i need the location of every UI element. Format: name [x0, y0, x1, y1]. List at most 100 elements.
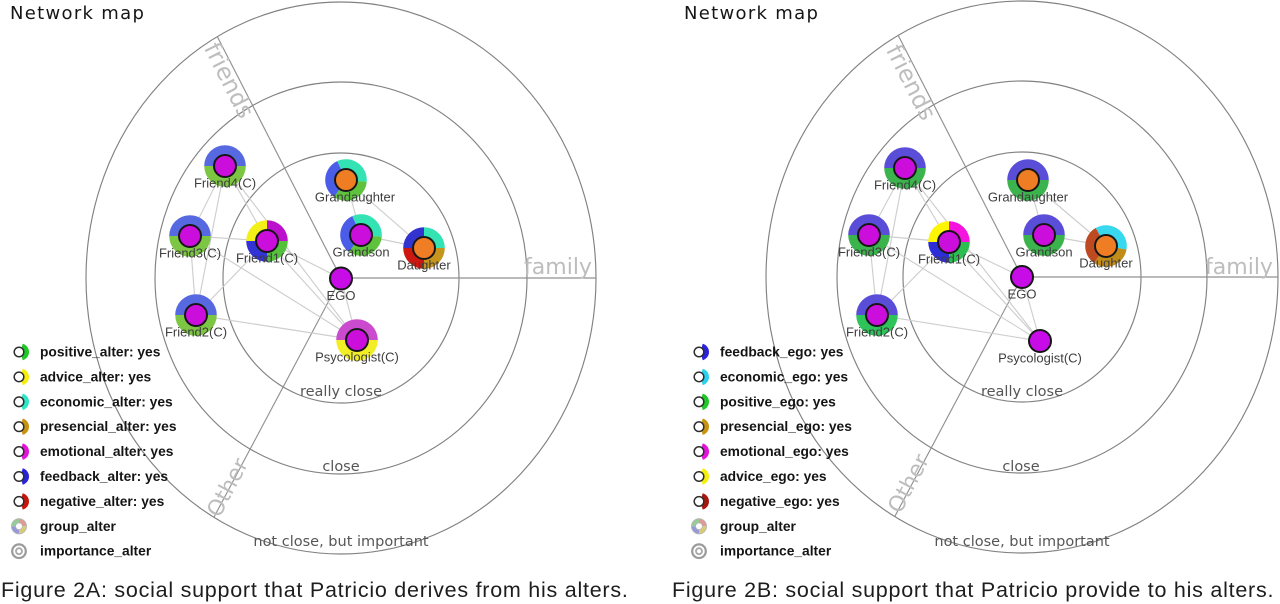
node-friend4-segment-1 [884, 168, 926, 189]
legend-icon-economic_ego [693, 368, 709, 386]
legend-icon-negative_ego [693, 493, 709, 510]
legend-wedge [701, 393, 710, 411]
legend-node-circle [13, 470, 25, 483]
legend-icon-advice_alter [13, 368, 29, 386]
caption-figure-2b: Figure 2B: social support that Patricio … [672, 578, 1275, 602]
node-friend4[interactable] [884, 147, 926, 189]
node-friend4-core [893, 156, 917, 180]
legend-icon-importance_alter [11, 543, 27, 560]
legend-node-circle [693, 446, 705, 458]
node-friend1-segment-1 [267, 220, 288, 241]
legend-label: feedback_alter: yes [40, 469, 168, 484]
legend-label: positive_ego: yes [720, 394, 836, 409]
legend-node-circle [13, 346, 25, 358]
legend-label: importance_alter [720, 544, 832, 559]
legend-importance-inner [695, 547, 703, 556]
ring-label-1: close [1002, 459, 1039, 475]
node-daughter-segment-3 [403, 248, 424, 269]
node-friend2-segment-0 [175, 294, 217, 315]
edge-friend2-psy [876, 314, 1041, 342]
node-gson[interactable] [340, 214, 382, 256]
legend-node-circle [693, 371, 705, 383]
legend-group-segment [11, 526, 19, 534]
node-friend2[interactable] [175, 294, 217, 336]
node-friend1-core [937, 230, 961, 254]
legend-group-hole [695, 522, 703, 531]
legend-group-segment [691, 518, 699, 527]
node-gson-core [1032, 223, 1056, 247]
node-label-gdaughter: Grandaughter [988, 190, 1069, 205]
legend-node-circle [13, 396, 25, 408]
node-label-psy: Psycologist(C) [315, 350, 399, 365]
node-label-daughter: Daughter [397, 258, 451, 273]
node-friend2[interactable] [856, 294, 898, 336]
legend-node-circle [13, 446, 25, 458]
edge-friend2-psy [195, 314, 358, 341]
node-friend1[interactable] [246, 220, 288, 262]
node-psy[interactable] [1028, 329, 1052, 353]
node-daughter-segment-1 [424, 227, 445, 248]
node-ego-core [329, 266, 353, 291]
node-label-friend2: Friend2(C) [846, 325, 908, 340]
node-gdaughter[interactable] [325, 159, 367, 201]
node-label-friend1: Friend1(C) [236, 251, 298, 266]
node-daughter-segment-2 [1085, 227, 1101, 264]
node-label-friend4: Friend4(C) [874, 178, 936, 193]
node-friend3[interactable] [848, 214, 890, 256]
node-daughter-segment-2 [424, 248, 445, 269]
legend-label: presencial_ego: yes [720, 419, 852, 434]
node-daughter[interactable] [403, 227, 445, 269]
node-label-gdaughter: Grandaughter [315, 190, 396, 205]
legend-importance-outer [11, 543, 27, 560]
ring-label-0: really close [981, 384, 1063, 400]
node-ego[interactable] [329, 266, 353, 291]
sector-label-other: Other [884, 450, 936, 518]
node-psy[interactable] [336, 319, 378, 361]
node-ego-core [1010, 265, 1034, 289]
node-gdaughter[interactable] [1007, 159, 1049, 201]
legend-group-segment [19, 526, 27, 534]
node-daughter-core [412, 236, 436, 260]
node-gson[interactable] [1023, 214, 1065, 256]
sector-label-other: Other [203, 454, 255, 522]
panel-a-title: Network map [10, 3, 146, 24]
ring-label-2: not close, but important [253, 534, 429, 550]
node-daughter[interactable] [1085, 225, 1127, 267]
node-psy-segment-1 [336, 340, 378, 361]
sector-label-family: family [524, 255, 592, 280]
node-friend1[interactable] [928, 221, 970, 263]
node-ego[interactable] [1010, 265, 1034, 289]
legend-wedge [701, 418, 710, 435]
legend-label: emotional_ego: yes [720, 444, 849, 459]
node-gson-segment-2 [340, 216, 357, 253]
node-friend4[interactable] [204, 145, 246, 187]
legend-wedge [21, 368, 29, 386]
sector-label-friends: friends [880, 40, 942, 125]
node-friend1-core [255, 229, 279, 253]
node-friend1-segment-2 [267, 241, 288, 262]
legend-wedge [701, 468, 709, 485]
edge-friend4-friend2 [195, 165, 226, 316]
legend-wedge [701, 493, 709, 510]
legend-label: emotional_alter: yes [40, 444, 174, 459]
legend-wedge [701, 343, 709, 361]
legend-wedge [701, 443, 709, 460]
node-gson-core [349, 223, 373, 247]
node-label-gson: Grandson [1015, 245, 1072, 260]
node-friend2-core [865, 303, 889, 327]
legend-icon-group_alter [10, 518, 27, 535]
sector-line-other [213, 277, 342, 518]
legend-label: positive_alter: yes [40, 345, 161, 360]
legend-group-segment [699, 526, 707, 534]
ring-label-0: really close [300, 384, 382, 400]
node-label-ego: EGO [327, 288, 356, 303]
legend-node-circle [13, 495, 25, 507]
node-gson-segment-1 [349, 236, 382, 256]
legend-label: negative_ego: yes [720, 494, 840, 509]
node-friend3-segment-0 [169, 215, 211, 236]
node-friend3[interactable] [169, 215, 211, 257]
legend-label: group_alter [720, 519, 797, 534]
legend-icon-economic_alter [13, 393, 30, 411]
legend-node-circle [693, 495, 705, 507]
legend-group-outline [10, 518, 27, 535]
